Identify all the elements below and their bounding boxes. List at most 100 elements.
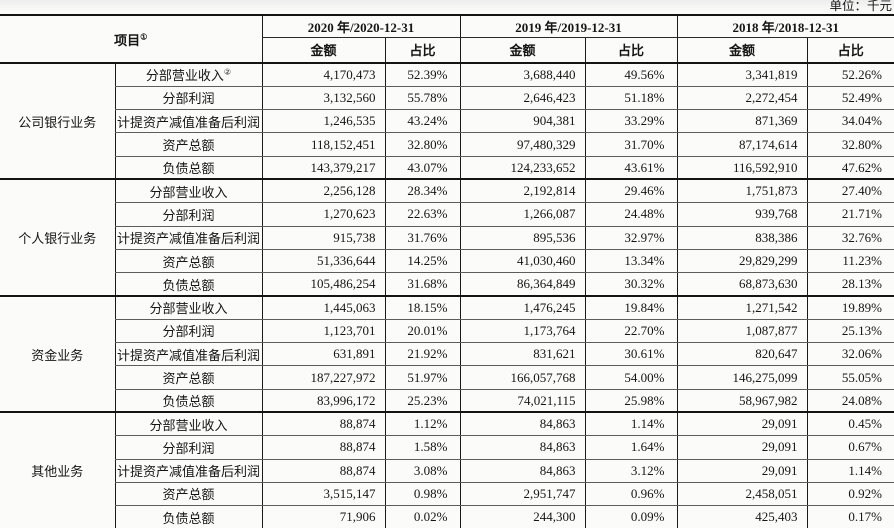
ratio-cell: 43.07% <box>384 156 460 181</box>
ratio-cell: 51.18% <box>584 86 677 111</box>
row-label: 负债总额 <box>162 510 215 526</box>
row-label-cell: 分部利润 <box>114 86 262 111</box>
row-label: 分部利润 <box>162 440 215 456</box>
table-row: 资金业务 分部营业收入 1,445,063 18.15% 1,476,245 19.84%… <box>0 295 894 414</box>
amount-cell: 86,364,849 <box>459 272 585 297</box>
row-label-cell: 分部营业收入 <box>114 179 262 204</box>
ratio-cell: 1.58% <box>384 435 460 460</box>
ratio-cell: 0.92% <box>806 482 894 507</box>
ratio-cell: 25.98% <box>584 389 677 414</box>
table-header: 项目① 2020 年/2020-12-31 2019 年/2019-12-31 … <box>0 15 894 64</box>
column-header-ratio-2018: 占比 <box>806 37 894 64</box>
header-year-row: 项目① 2020 年/2020-12-31 2019 年/2019-12-31 … <box>0 15 894 64</box>
table-row: 资产总额 118,152,451 32.80% 97,480,329 31.70% 87,… <box>0 132 894 157</box>
amount-cell: 105,486,254 <box>261 272 385 297</box>
ratio-cell: 43.24% <box>384 109 460 134</box>
amount-cell: 41,030,460 <box>459 249 585 274</box>
row-label-cell: 分部营业收入② <box>114 63 262 87</box>
row-label-cell: 资产总额 <box>114 365 262 390</box>
amount-cell: 1,270,623 <box>261 202 385 227</box>
row-label: 计提资产减值准备后利润 <box>116 231 260 247</box>
amount-cell: 631,891 <box>261 342 385 367</box>
segment-report-table: 项目① 2020 年/2020-12-31 2019 年/2019-12-31 … <box>0 14 894 528</box>
ratio-cell: 29.46% <box>584 179 677 204</box>
ratio-cell: 32.76% <box>806 226 894 250</box>
row-label-cell: 分部利润 <box>114 319 262 344</box>
table-row: 计提资产减值准备后利润 1,246,535 43.24% 904,381 33.29% 8… <box>0 109 894 134</box>
ratio-cell: 32.80% <box>806 132 894 157</box>
ratio-cell: 52.49% <box>806 86 894 111</box>
amount-cell: 3,341,819 <box>676 63 807 87</box>
amount-cell: 4,170,473 <box>261 63 385 87</box>
ratio-cell: 32.06% <box>806 342 894 367</box>
amount-cell: 166,057,768 <box>459 365 585 390</box>
row-label: 负债总额 <box>162 161 215 177</box>
amount-cell: 87,174,614 <box>676 132 807 157</box>
ratio-cell: 30.61% <box>584 342 677 367</box>
ratio-cell: 3.12% <box>584 459 677 483</box>
segment-group-label: 个人银行业务 <box>0 179 115 297</box>
amount-cell: 2,256,128 <box>261 179 385 204</box>
row-label: 资产总额 <box>162 254 215 270</box>
segment-group-label: 资金业务 <box>0 295 115 414</box>
amount-cell: 84,863 <box>459 459 585 483</box>
table-row: 负债总额 143,379,217 43.07% 124,233,652 43.61% 11… <box>0 156 894 181</box>
amount-cell: 88,874 <box>261 412 385 437</box>
amount-cell: 2,192,814 <box>459 179 585 204</box>
ratio-cell: 1.64% <box>584 435 677 460</box>
ratio-cell: 22.70% <box>584 319 677 344</box>
amount-cell: 820,647 <box>676 342 807 367</box>
amount-cell: 74,021,115 <box>459 389 585 414</box>
table-row: 资产总额 51,336,644 14.25% 41,030,460 13.34% 29,8… <box>0 249 894 274</box>
row-label-cell: 分部利润 <box>114 202 262 227</box>
row-label: 分部利润 <box>162 324 215 340</box>
table-row: 其他业务 分部营业收入 88,874 1.12% 84,863 1.14% 29,091 0.… <box>0 412 894 528</box>
row-label-cell: 资产总额 <box>114 249 262 274</box>
amount-cell: 1,173,764 <box>459 319 585 344</box>
row-label-cell: 资产总额 <box>114 132 262 157</box>
ratio-cell: 32.80% <box>384 132 460 157</box>
ratio-cell: 28.13% <box>806 272 894 297</box>
table-row: 分部利润 3,132,560 55.78% 2,646,423 51.18% 2,272,… <box>0 86 894 111</box>
ratio-cell: 0.45% <box>806 412 894 437</box>
ratio-cell: 0.17% <box>806 505 894 528</box>
ratio-cell: 55.78% <box>384 86 460 111</box>
ratio-cell: 55.05% <box>806 365 894 390</box>
amount-cell: 1,246,535 <box>261 109 385 134</box>
ratio-cell: 21.71% <box>806 202 894 227</box>
table-row: 公司银行业务 分部营业收入② 4,170,473 52.39% 3,688,440 49.… <box>0 63 894 181</box>
unit-label: 单位：千元 <box>829 0 892 13</box>
row-label-cell: 负债总额 <box>114 272 262 297</box>
row-label: 负债总额 <box>162 394 215 410</box>
ratio-cell: 11.23% <box>806 249 894 274</box>
ratio-cell: 31.70% <box>584 132 677 157</box>
amount-cell: 871,369 <box>676 109 807 134</box>
amount-cell: 146,275,099 <box>676 365 807 390</box>
amount-cell: 1,266,087 <box>459 202 585 227</box>
amount-cell: 831,621 <box>459 342 585 367</box>
table-body: 公司银行业务 分部营业收入② 4,170,473 52.39% 3,688,440 49.… <box>0 63 894 528</box>
item-header-text: 项目 <box>114 32 141 48</box>
ratio-cell: 24.08% <box>806 389 894 414</box>
amount-cell: 939,768 <box>676 202 807 227</box>
amount-cell: 58,967,982 <box>676 389 807 414</box>
amount-cell: 29,091 <box>676 459 807 483</box>
ratio-cell: 51.97% <box>384 365 460 390</box>
amount-cell: 84,863 <box>459 412 585 437</box>
row-label: 计提资产减值准备后利润 <box>116 347 260 363</box>
row-label-cell: 分部营业收入 <box>114 412 262 437</box>
row-label-cell: 资产总额 <box>114 482 262 507</box>
ratio-cell: 34.04% <box>806 109 894 134</box>
ratio-cell: 1.12% <box>384 412 460 437</box>
ratio-cell: 28.34% <box>384 179 460 204</box>
table-row: 分部利润 1,270,623 22.63% 1,266,087 24.48% 939,76… <box>0 202 894 227</box>
amount-cell: 915,738 <box>261 226 385 250</box>
ratio-cell: 0.02% <box>384 505 460 528</box>
row-label: 计提资产减值准备后利润 <box>116 114 260 130</box>
ratio-cell: 32.97% <box>584 226 677 250</box>
row-label-cell: 负债总额 <box>114 156 262 181</box>
amount-cell: 29,829,299 <box>676 249 807 274</box>
row-label: 资产总额 <box>162 371 215 386</box>
row-label-cell: 计提资产减值准备后利润 <box>114 226 262 250</box>
ratio-cell: 0.67% <box>806 435 894 460</box>
